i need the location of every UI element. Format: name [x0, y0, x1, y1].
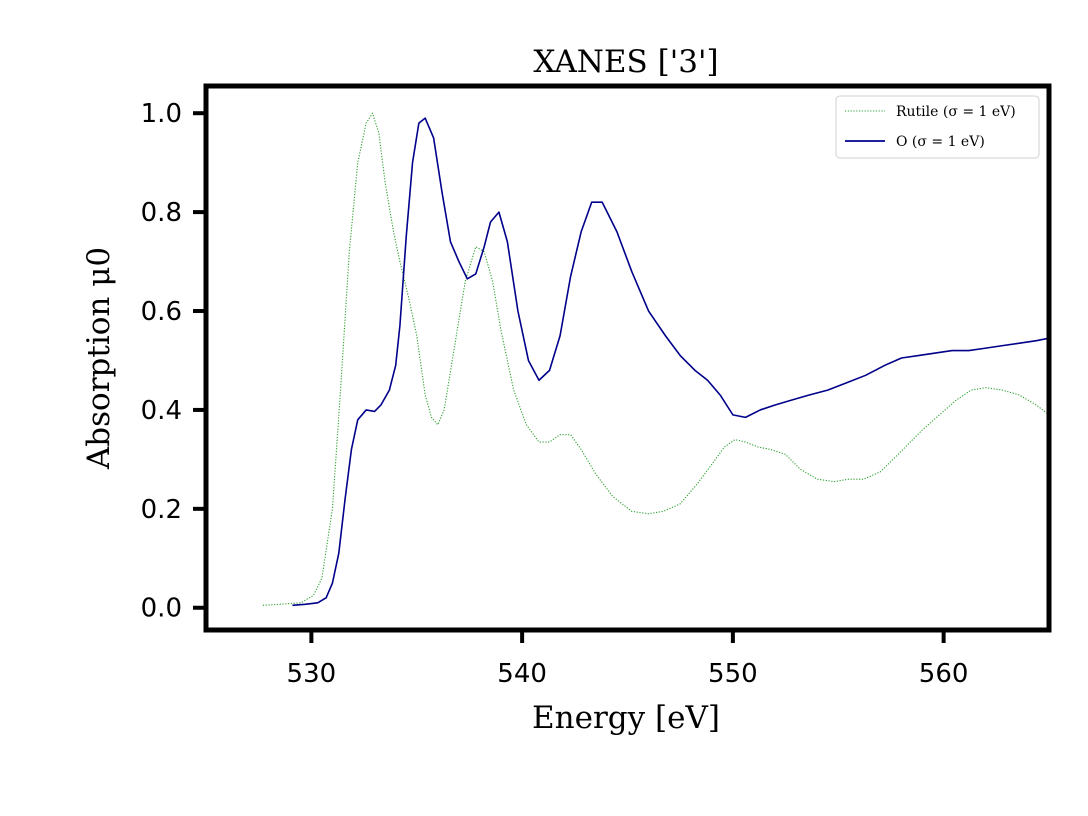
series-line-rutile [262, 112, 1049, 606]
x-tick-label: 550 [708, 659, 758, 689]
y-tick-label: 0.4 [141, 396, 182, 426]
y-axis-label: Absorption μ0 [81, 247, 117, 470]
y-tick-label: 0.6 [141, 297, 182, 327]
legend-label: O (σ = 1 eV) [896, 134, 985, 150]
series-layer [262, 112, 1049, 607]
y-tick-label: 0.8 [141, 198, 182, 228]
legend-label: Rutile (σ = 1 eV) [896, 104, 1016, 120]
y-tick-label: 1.0 [141, 99, 182, 129]
y-axis-ticks: 0.0 0.2 0.4 0.6 0.8 1.0 [141, 99, 206, 624]
legend-box [835, 95, 1040, 159]
series-line-o [292, 117, 1049, 607]
x-axis-ticks: 530 540 550 560 [287, 630, 969, 689]
legend: Rutile (σ = 1 eV) O (σ = 1 eV) [835, 95, 1040, 159]
y-tick-label: 0.2 [141, 495, 182, 525]
chart-title: XANES ['3'] [533, 44, 718, 80]
x-axis-label: Energy [eV] [532, 700, 720, 736]
plot-frame [203, 83, 1052, 633]
x-tick-label: 560 [919, 659, 969, 689]
x-tick-label: 540 [497, 659, 547, 689]
x-tick-label: 530 [287, 659, 337, 689]
y-tick-label: 0.0 [141, 594, 182, 624]
